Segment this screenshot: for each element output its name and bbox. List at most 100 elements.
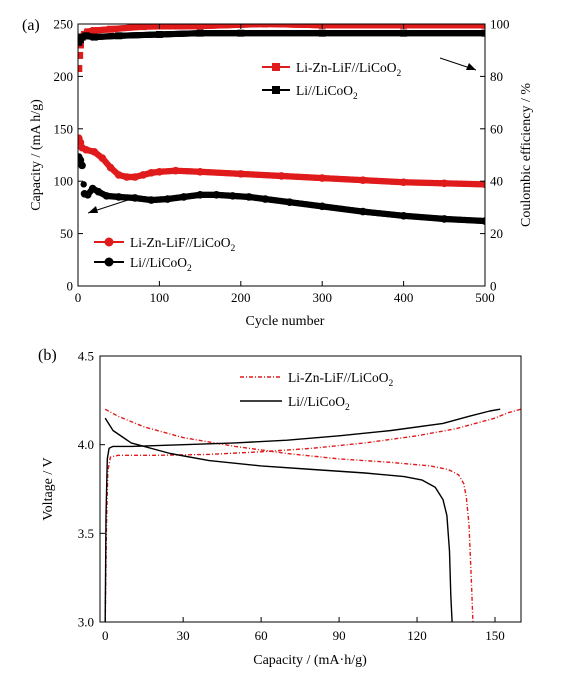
a-point-key xyxy=(90,27,98,35)
legend-cap-label-2: Li//LiCoO2 xyxy=(130,255,192,274)
a-point-key xyxy=(261,24,269,28)
a-point-key xyxy=(82,32,90,40)
a-xtick-label: 300 xyxy=(312,290,332,305)
a-point-key xyxy=(147,169,156,177)
b-xtick-label: 120 xyxy=(407,628,427,643)
cap-arrowhead xyxy=(88,206,98,213)
a-point-key xyxy=(196,24,204,30)
legend-ce-label-2: Li//LiCoO2 xyxy=(296,83,358,102)
panel-a-series xyxy=(78,24,485,225)
a-point-key xyxy=(180,193,188,201)
legend-ce-marker-1 xyxy=(272,63,280,71)
b-ytick-label: 4.0 xyxy=(78,437,94,452)
a-point-key xyxy=(481,24,485,29)
a-point-key xyxy=(98,154,107,162)
panel-b-frame xyxy=(99,355,522,623)
panel-a-xlabel: Cycle number xyxy=(246,314,325,329)
a-point-key xyxy=(318,29,326,37)
a-point-key xyxy=(212,191,221,199)
a-point-key xyxy=(237,170,245,178)
a-ytick-label-left: 250 xyxy=(54,17,74,32)
a-point-key xyxy=(115,32,123,40)
a-series-3 xyxy=(78,153,485,225)
a-point xyxy=(80,181,87,188)
legend-ce-label-1: Li-Zn-LiF//LiCoO2 xyxy=(296,60,402,79)
legend-ce: Li-Zn-LiF//LiCoO2 Li//LiCoO2 xyxy=(262,57,477,102)
panel-a-label: (a) xyxy=(22,17,40,34)
ce-arrowhead xyxy=(466,63,476,70)
a-point-key xyxy=(94,187,103,196)
a-point-key xyxy=(481,217,485,225)
a-point-key xyxy=(481,29,485,37)
b-series-line-2 xyxy=(104,408,501,622)
b-series-line-1 xyxy=(104,408,474,622)
panel-b-series xyxy=(104,408,521,622)
a-point-key xyxy=(155,167,164,176)
b-ytick-label: 3.0 xyxy=(78,615,94,630)
a-ytick-label-right: 80 xyxy=(490,69,503,84)
a-point-key xyxy=(400,29,408,37)
voltage-profile-chart: (b) 0 30 60 90 120 150 3.0 3.5 4.0 4.5 Voltage / … xyxy=(38,347,522,668)
a-point-key xyxy=(318,174,327,182)
a-point-key xyxy=(84,28,92,36)
a-point-key xyxy=(440,215,449,223)
a-ytick-label-right: 20 xyxy=(490,226,503,241)
a-point-key xyxy=(359,207,367,216)
a-point-key xyxy=(318,202,327,211)
a-series-0 xyxy=(78,24,485,73)
panel-b-axes: 0 30 60 90 120 150 3.0 3.5 4.0 4.5 xyxy=(78,349,505,644)
legend-cap-marker-2 xyxy=(104,257,114,267)
a-ytick-label-left: 100 xyxy=(54,174,74,189)
b-xtick-label: 150 xyxy=(485,628,505,643)
a-point-key xyxy=(171,166,180,175)
legend-voltage: Li-Zn-LiF//LiCoO2 Li//LiCoO2 xyxy=(240,370,394,413)
a-point-key xyxy=(196,29,204,37)
a-xtick-label: 500 xyxy=(475,290,495,305)
capacity-cycling-chart: (a) 0 100 200 300 400 50005010015020025002040… xyxy=(22,17,534,330)
panel-a-frame xyxy=(77,23,486,287)
a-ytick-label-right: 100 xyxy=(490,17,510,32)
b-xtick-label: 90 xyxy=(333,628,346,643)
legend-cap-label-1: Li-Zn-LiF//LiCoO2 xyxy=(130,235,236,254)
b-xtick-label: 60 xyxy=(255,628,268,643)
a-point-key xyxy=(155,30,163,38)
a-xtick-label: 0 xyxy=(75,290,82,305)
panel-a-ylabel-left: Capacity / (mA h/g) xyxy=(29,99,44,211)
a-point-key xyxy=(114,171,123,179)
a-point-key xyxy=(277,172,286,180)
a-point-key xyxy=(139,24,147,31)
b-xtick-label: 30 xyxy=(177,628,190,643)
legend-v-label-1: Li-Zn-LiF//LiCoO2 xyxy=(288,370,394,389)
a-xtick-label: 200 xyxy=(231,290,251,305)
a-point-key xyxy=(107,25,115,33)
b-ytick-label: 4.5 xyxy=(78,349,94,364)
a-point-key xyxy=(196,167,204,176)
a-point-key xyxy=(481,180,485,189)
a-point-key xyxy=(399,178,408,187)
a-point-key xyxy=(78,33,86,41)
b-ytick-label: 3.5 xyxy=(78,526,94,541)
a-point-key xyxy=(131,173,139,181)
a-point-key xyxy=(131,194,139,202)
a-point-key xyxy=(399,211,408,220)
a-point-key xyxy=(83,191,92,199)
a-point-key xyxy=(440,179,449,188)
a-point-key xyxy=(88,184,97,193)
a-point-key xyxy=(245,193,253,201)
a-ytick-label-left: 200 xyxy=(54,69,74,84)
a-xtick-label: 100 xyxy=(150,290,170,305)
panel-b-label: (b) xyxy=(38,347,57,364)
a-xtick-label: 400 xyxy=(394,290,414,305)
a-point-key xyxy=(78,65,83,73)
a-series-1 xyxy=(78,29,485,46)
a-point-key xyxy=(82,145,90,154)
a-point-key xyxy=(106,163,115,172)
a-point-key xyxy=(228,192,237,200)
b-xtick-label: 0 xyxy=(102,628,109,643)
panel-b-xlabel: Capacity / (mA·h/g) xyxy=(253,653,367,668)
a-point-key xyxy=(90,148,99,156)
b-series-line-3 xyxy=(104,417,453,622)
a-point-key xyxy=(163,195,172,203)
legend-capacity: Li-Zn-LiF//LiCoO2 Li//LiCoO2 xyxy=(87,199,236,274)
a-point-key xyxy=(147,196,156,204)
